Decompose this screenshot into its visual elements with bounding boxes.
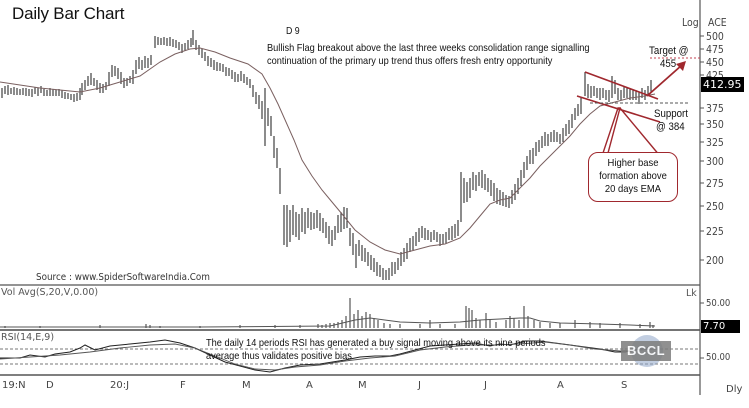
callout-pointer-a [602, 107, 621, 154]
x-tick-sep: S [621, 380, 628, 391]
x-tick-may: M [358, 380, 367, 391]
volume-tick-50: 50.00 [706, 298, 731, 309]
source-label: Source : www.SpiderSoftwareIndia.Com [36, 272, 210, 283]
rsi-annotation-line1: The daily 14 periods RSI has generated a… [206, 337, 546, 349]
y-tick-500: 500 [706, 30, 724, 43]
price-bars [1, 30, 652, 280]
callout-line1: Higher base [607, 157, 659, 169]
callout-line3: 20 days EMA [604, 183, 662, 195]
volume-last-tag: 7.70 [701, 320, 740, 333]
rsi-annotation-line2: average thus validates positive bias [206, 350, 352, 362]
ema-line [0, 47, 656, 255]
log-scale-label: Log [682, 16, 699, 29]
rsi-indicator-label: RSI(14,E,9) [1, 332, 55, 343]
rsi-tick-50: 50.00 [706, 352, 731, 363]
y-tick-300: 300 [706, 155, 724, 168]
callout-line2: formation above [599, 170, 667, 182]
pattern-annotation-line2: continuation of the primary up trend thu… [267, 55, 553, 67]
y-tick-200: 200 [706, 254, 724, 267]
target-arrowhead [676, 61, 686, 71]
x-tick-mar: M [242, 380, 251, 391]
y-axis-ticks [700, 35, 704, 359]
y-tick-250: 250 [706, 200, 724, 213]
y-tick-350: 350 [706, 118, 724, 131]
date-marker: D 9 [286, 26, 300, 37]
symbol-label: ACE [708, 16, 727, 29]
y-tick-475: 475 [706, 43, 724, 56]
y-tick-375: 375 [706, 102, 724, 115]
x-tick-feb: F [180, 380, 186, 391]
target-label: Target @ [649, 45, 689, 57]
y-tick-275: 275 [706, 177, 724, 190]
last-price-tag: 412.95 [701, 77, 744, 92]
rsi-signal-line [0, 341, 656, 371]
ema-callout-box: Higher base formation above 20 days EMA [588, 152, 678, 202]
callout-pointer-b [619, 107, 661, 157]
flag-channel [576, 71, 661, 123]
target-value: 455 [660, 58, 677, 70]
y-tick-450: 450 [706, 56, 724, 69]
support-value: @ 384 [656, 121, 685, 133]
x-tick-dec: D [46, 380, 54, 391]
x-tick-apr: A [306, 380, 313, 391]
x-tick-nov19: 19:N [2, 380, 26, 391]
volume-unit-label: Lk [686, 288, 697, 299]
x-tick-jun: J [418, 380, 421, 391]
volume-bars [4, 298, 654, 328]
y-tick-225: 225 [706, 225, 724, 238]
volume-indicator-label: Vol Avg(S,20,V,0.00) [1, 287, 99, 298]
volume-avg-line [0, 317, 656, 328]
target-arrow [646, 64, 683, 97]
pattern-annotation-line1: Bullish Flag breakout above the last thr… [267, 42, 590, 54]
support-label: Support [654, 108, 688, 120]
period-label: Dly [726, 384, 743, 395]
x-tick-jan20: 20:J [110, 380, 130, 391]
chart-title: Daily Bar Chart [12, 4, 125, 23]
y-tick-325: 325 [706, 136, 724, 149]
watermark-logo: BCCL [621, 341, 671, 361]
x-tick-aug: A [557, 380, 564, 391]
x-tick-jul: J [484, 380, 487, 391]
